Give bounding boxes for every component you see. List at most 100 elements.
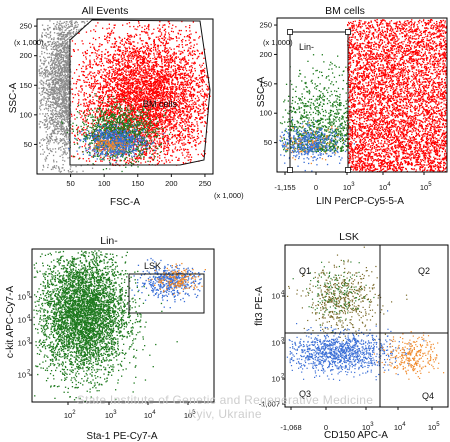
panel1-point [131,54,134,56]
panel1-point [162,73,164,75]
panel1-point [54,79,56,81]
panel1-point [153,113,155,115]
panel1-point [177,139,179,142]
panel1-point [145,62,147,64]
panel1-point [86,112,88,115]
panel1-point [59,109,62,111]
panel1-point [160,87,162,90]
panel1-point [196,138,198,140]
panel1-point [53,45,56,47]
panel1-point [154,92,156,94]
panel1-point [193,111,196,113]
panel1-point [128,103,130,105]
panel1-point [113,106,115,108]
panel1-point [56,128,58,130]
panel1-point [82,65,84,67]
panel1-point [118,61,120,63]
panel1-point [140,134,142,136]
panel1-point [70,35,72,37]
panel1-point [107,32,109,35]
panel1-point [152,110,155,113]
panel1-point [96,58,98,60]
panel1-point [67,70,69,72]
panel1-point [66,85,69,87]
panel1-point [49,65,52,67]
panel1-point [186,81,188,83]
panel1-point [157,27,159,29]
panel1-point [47,24,49,27]
panel1-point [143,131,145,133]
panel1-point [69,20,72,22]
panel1-point [55,55,58,57]
panel1-point [57,66,59,68]
panel1-point [152,114,155,116]
panel1-point [62,164,64,166]
panel1-point [148,66,150,68]
panel1-point [155,150,157,152]
panel1-point [139,124,141,126]
panel1-point [141,106,143,108]
panel1-point [120,73,122,76]
panel1-point [48,127,50,129]
panel1-point [47,166,49,169]
panel1-point [61,89,63,91]
panel1-point [168,80,170,82]
panel1-point [137,52,140,54]
panel1-point [132,71,135,73]
panel1-point [170,154,172,157]
panel1-point [45,113,47,115]
panel1-point [171,149,174,151]
panel1-point [163,77,165,79]
panel1-point [165,43,167,45]
panel1-point [116,53,118,55]
panel1-point [162,81,164,84]
panel1-point [111,29,113,31]
panel1-point [119,80,121,82]
panel1-point [134,113,136,115]
panel1-point [122,67,125,69]
panel1-point [204,93,206,95]
panel1-point [133,69,135,71]
panel1-point [167,58,169,60]
panel1-point [45,35,47,37]
panel1-point [58,113,60,115]
panel1-point [66,62,68,64]
panel1-point [83,102,85,104]
panel1-point [135,88,137,90]
panel1-point [65,57,67,60]
panel1-point [186,114,189,116]
panel1-point [52,82,54,84]
panel1-point [63,44,66,46]
panel1-point [153,69,155,71]
panel1-point [165,42,167,44]
panel1-point [55,139,58,141]
panel1-point [187,141,189,144]
panel1-point [65,42,67,44]
panel1-point [124,120,126,122]
panel1-point [117,81,119,83]
panel1-point [45,104,47,107]
panel1-point [77,137,79,140]
panel1-point [65,110,67,112]
panel1-point [65,125,67,128]
panel1-point [65,57,67,59]
panel1-point [62,121,64,124]
panel1-point [52,80,55,83]
panel1-point [115,40,118,43]
panel1-point [63,148,65,150]
panel1-point [63,79,65,81]
panel1-point [83,21,85,23]
panel1-point [123,118,125,120]
panel1-point [158,30,160,32]
panel1-point [163,162,165,165]
panel1-point [56,88,58,91]
panel1-point [64,108,66,110]
panel1-point [122,72,124,74]
panel1-point [134,80,136,83]
panel1-point [64,104,66,106]
panel1-point [50,45,52,47]
panel1-point [106,105,108,108]
panel1-point [132,91,134,93]
panel1-point [168,36,170,38]
panel1-point [62,51,64,53]
